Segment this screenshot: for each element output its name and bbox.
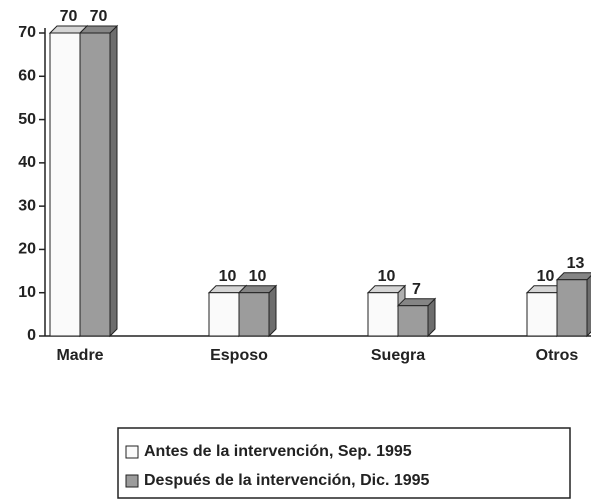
bar-side — [268, 284, 277, 338]
value-label: 13 — [567, 255, 585, 272]
value-label: 10 — [537, 268, 555, 285]
value-label: 70 — [60, 8, 78, 25]
legend-label: Antes de la intervención, Sep. 1995 — [144, 443, 412, 460]
bar — [526, 292, 558, 337]
value-label: 10 — [378, 268, 396, 285]
bar — [556, 279, 588, 337]
x-tick-label: Madre — [56, 347, 103, 364]
bar — [208, 292, 240, 337]
value-label: 7 — [412, 281, 421, 298]
y-tick-label: 60 — [18, 68, 36, 85]
y-tick-label: 50 — [18, 111, 36, 128]
bar-top — [555, 272, 591, 281]
y-tick-label: 40 — [18, 154, 36, 171]
x-tick-label: Suegra — [371, 347, 425, 364]
bar — [79, 32, 111, 337]
y-tick-label: 20 — [18, 241, 36, 258]
bar — [49, 32, 81, 337]
x-tick-label: Otros — [536, 347, 579, 364]
legend-swatch — [125, 445, 139, 459]
bar-top — [366, 285, 407, 294]
bar-top — [78, 25, 119, 34]
bar-side — [586, 275, 591, 338]
bar-top — [396, 298, 437, 307]
y-tick-label: 0 — [27, 327, 36, 344]
value-label: 70 — [90, 8, 108, 25]
bar — [397, 305, 429, 337]
bar — [238, 292, 270, 337]
value-label: 10 — [219, 268, 237, 285]
legend-label: Después de la intervención, Dic. 1995 — [144, 472, 430, 489]
legend-swatch — [125, 474, 139, 488]
bar-side — [109, 24, 118, 338]
y-tick-label: 70 — [18, 24, 36, 41]
x-tick-label: Esposo — [210, 347, 268, 364]
y-tick-label: 30 — [18, 197, 36, 214]
y-tick-label: 10 — [18, 284, 36, 301]
value-label: 10 — [249, 268, 267, 285]
legend — [117, 427, 571, 499]
bar-top — [237, 285, 278, 294]
bar — [367, 292, 399, 337]
